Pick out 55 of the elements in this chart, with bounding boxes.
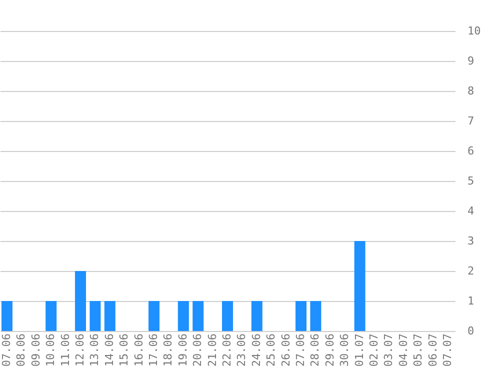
bar [178, 301, 189, 331]
x-tick-label: 04.07 [396, 334, 410, 367]
x-tick-label: 25.06 [264, 334, 278, 367]
x-tick-label: 05.07 [412, 334, 425, 367]
x-tick-label: 14.06 [102, 334, 116, 367]
y-tick-label: 10 [468, 24, 481, 38]
x-tick-label: 07.07 [441, 334, 454, 367]
x-tick-label: 28.06 [308, 334, 322, 367]
x-tick-label: 12.06 [73, 334, 86, 367]
x-tick-label: 29.06 [323, 334, 336, 367]
x-tick-label: 27.06 [294, 334, 308, 367]
bar [222, 301, 233, 331]
y-tick-label: 8 [468, 84, 474, 98]
x-tick-label: 16.06 [132, 334, 146, 367]
y-tick-label: 5 [468, 174, 474, 188]
x-tick-label: 03.07 [382, 334, 396, 367]
bar [46, 301, 57, 331]
x-tick-label: 19.06 [176, 334, 190, 367]
x-tick-label: 26.06 [279, 334, 292, 367]
x-tick-label: 15.06 [118, 334, 131, 367]
y-tick-label: 0 [468, 324, 474, 338]
bar [90, 301, 101, 331]
x-tick-label: 06.07 [426, 334, 440, 367]
x-tick-label: 02.07 [368, 334, 381, 367]
x-tick-label: 11.06 [58, 334, 72, 367]
x-tick-label: 08.06 [14, 334, 28, 367]
x-tick-label: 23.06 [235, 334, 248, 367]
x-tick-label: 24.06 [250, 334, 263, 367]
bar [251, 301, 262, 331]
bar [354, 241, 366, 331]
y-tick-label: 3 [468, 234, 474, 248]
y-tick-label: 1 [468, 294, 474, 308]
x-tick-label: 09.06 [29, 334, 42, 367]
x-tick-label: 30.06 [338, 334, 352, 367]
x-tick-label: 13.06 [88, 334, 102, 367]
x-tick-label: 01.07 [352, 334, 366, 367]
x-tick-label: 22.06 [220, 334, 234, 367]
bar [192, 301, 204, 331]
bar [296, 301, 307, 331]
bar [104, 301, 116, 331]
y-tick-label: 4 [468, 204, 474, 218]
y-tick-label: 7 [468, 114, 474, 128]
y-tick-label: 2 [468, 264, 474, 278]
bar [1, 301, 12, 331]
bar [74, 271, 86, 331]
x-tick-label: 07.06 [0, 334, 13, 367]
y-tick-label: 9 [468, 54, 474, 68]
y-tick-label: 6 [468, 144, 474, 158]
bar [148, 301, 160, 331]
bar [310, 301, 322, 331]
x-tick-label: 10.06 [44, 334, 58, 367]
x-tick-label: 20.06 [191, 334, 204, 367]
x-tick-label: 17.06 [146, 334, 160, 367]
x-tick-label: 18.06 [162, 334, 175, 367]
x-tick-label: 21.06 [206, 334, 219, 367]
